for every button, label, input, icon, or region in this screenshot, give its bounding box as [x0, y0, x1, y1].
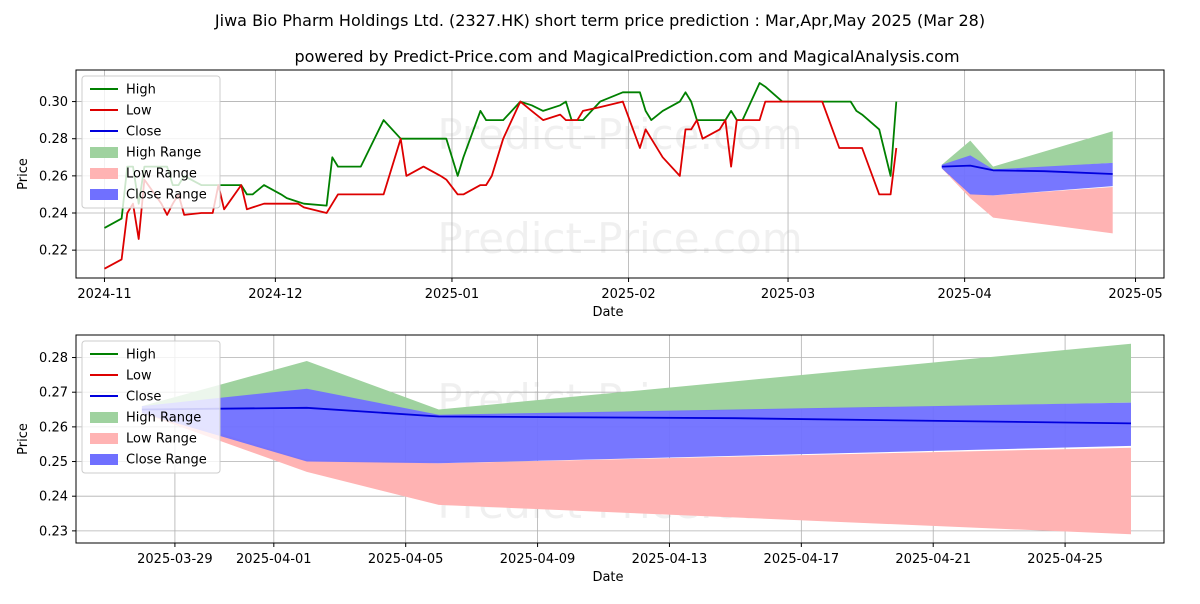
axis-ticks: 2025-03-29 2025-04-01 2025-04-05 2025-04-09…	[39, 351, 1103, 567]
plot-area	[141, 343, 1132, 535]
legend-high-label: High	[126, 83, 156, 98]
y-axis-label: Price	[16, 423, 31, 455]
watermark-text: Predict-Price.com	[437, 110, 802, 159]
y-axis-label: Price	[16, 158, 31, 190]
legend-high-range-swatch	[90, 412, 118, 423]
chart-subtitle: powered by Predict-Price.com and Magical…	[294, 47, 959, 66]
watermark-text: Predict-Price.com	[437, 214, 802, 263]
x-tick-label: 2025-04-13	[632, 552, 708, 567]
low-range-area	[141, 409, 1131, 535]
grid-lines	[76, 70, 1164, 278]
high-range-area	[941, 131, 1113, 171]
legend-high-range-label: High Range	[126, 411, 201, 426]
watermark-group: Predict-Price.com Predict-Price.com	[437, 110, 802, 263]
chart-title: Jiwa Bio Pharm Holdings Ltd. (2327.HK) s…	[214, 11, 985, 30]
low-range-area	[941, 166, 1113, 234]
legend-low-range-swatch	[90, 168, 118, 179]
top-panel: Predict-Price.comPredict-Price.com2024-1…	[16, 69, 1165, 320]
plot-area	[104, 82, 1113, 270]
y-tick-label: 0.24	[39, 207, 68, 222]
axes-frame	[75, 334, 1165, 544]
legend-high-range-swatch	[90, 147, 118, 158]
high-range-area	[141, 343, 1131, 417]
close-series-line	[941, 164, 1113, 175]
x-tick-label: 2025-04-21	[895, 552, 971, 567]
x-tick-label: 2025-03	[761, 287, 815, 302]
x-axis-label: Date	[592, 570, 623, 585]
legend-low-label: Low	[126, 104, 152, 119]
legend-close-label: Close	[126, 125, 161, 140]
legend-low-range-label: Low Range	[126, 167, 197, 182]
x-tick-label: 2025-04-05	[368, 552, 444, 567]
x-tick-label: 2025-01	[425, 287, 479, 302]
legend-low-label: Low	[126, 369, 152, 384]
x-tick-label: 2025-04	[937, 287, 991, 302]
y-tick-label: 0.30	[39, 95, 68, 110]
x-tick-label: 2025-04-09	[500, 552, 576, 567]
x-tick-label: 2025-04-17	[764, 552, 840, 567]
y-tick-label: 0.28	[39, 351, 68, 366]
legend: High Low Close High Range Low Range Close Ran…	[81, 75, 221, 209]
legend-close-label: Close	[126, 390, 161, 405]
legend-high-label: High	[126, 348, 156, 363]
x-tick-label: 2025-05	[1108, 287, 1162, 302]
x-tick-label: 2024-11	[77, 287, 131, 302]
close-range-area	[141, 388, 1131, 464]
x-axis-label: Date	[592, 305, 623, 320]
x-tick-label: 2024-12	[248, 287, 302, 302]
y-tick-label: 0.27	[39, 386, 68, 401]
legend-low-range-swatch	[90, 433, 118, 444]
y-tick-label: 0.26	[39, 169, 68, 184]
close-series-line	[141, 406, 1132, 425]
axis-ticks: 2024-11 2024-12 2025-01 2025-02 2025-03 2025-…	[39, 95, 1163, 302]
x-tick-label: 2025-02	[601, 287, 655, 302]
x-tick-label: 2025-04-01	[236, 552, 312, 567]
legend: High Low Close High Range Low Range Close Ran…	[81, 340, 221, 474]
legend-high-range-label: High Range	[126, 146, 201, 161]
axes-frame	[75, 69, 1165, 279]
bottom-panel: Predict-Price.comPredict-Price.com2025-0…	[16, 334, 1165, 585]
y-tick-label: 0.28	[39, 132, 68, 147]
legend-close-range-label: Close Range	[126, 453, 207, 468]
y-tick-label: 0.22	[39, 244, 68, 259]
y-tick-label: 0.23	[39, 524, 68, 539]
x-tick-label: 2025-03-29	[137, 552, 213, 567]
y-tick-label: 0.24	[39, 490, 68, 505]
legend-low-range-label: Low Range	[126, 432, 197, 447]
close-range-area	[941, 155, 1113, 196]
y-tick-label: 0.25	[39, 455, 68, 470]
x-tick-label: 2025-04-25	[1027, 552, 1103, 567]
legend-close-range-swatch	[90, 454, 118, 465]
legend-close-range-swatch	[90, 189, 118, 200]
y-tick-label: 0.26	[39, 420, 68, 435]
legend-close-range-label: Close Range	[126, 188, 207, 203]
